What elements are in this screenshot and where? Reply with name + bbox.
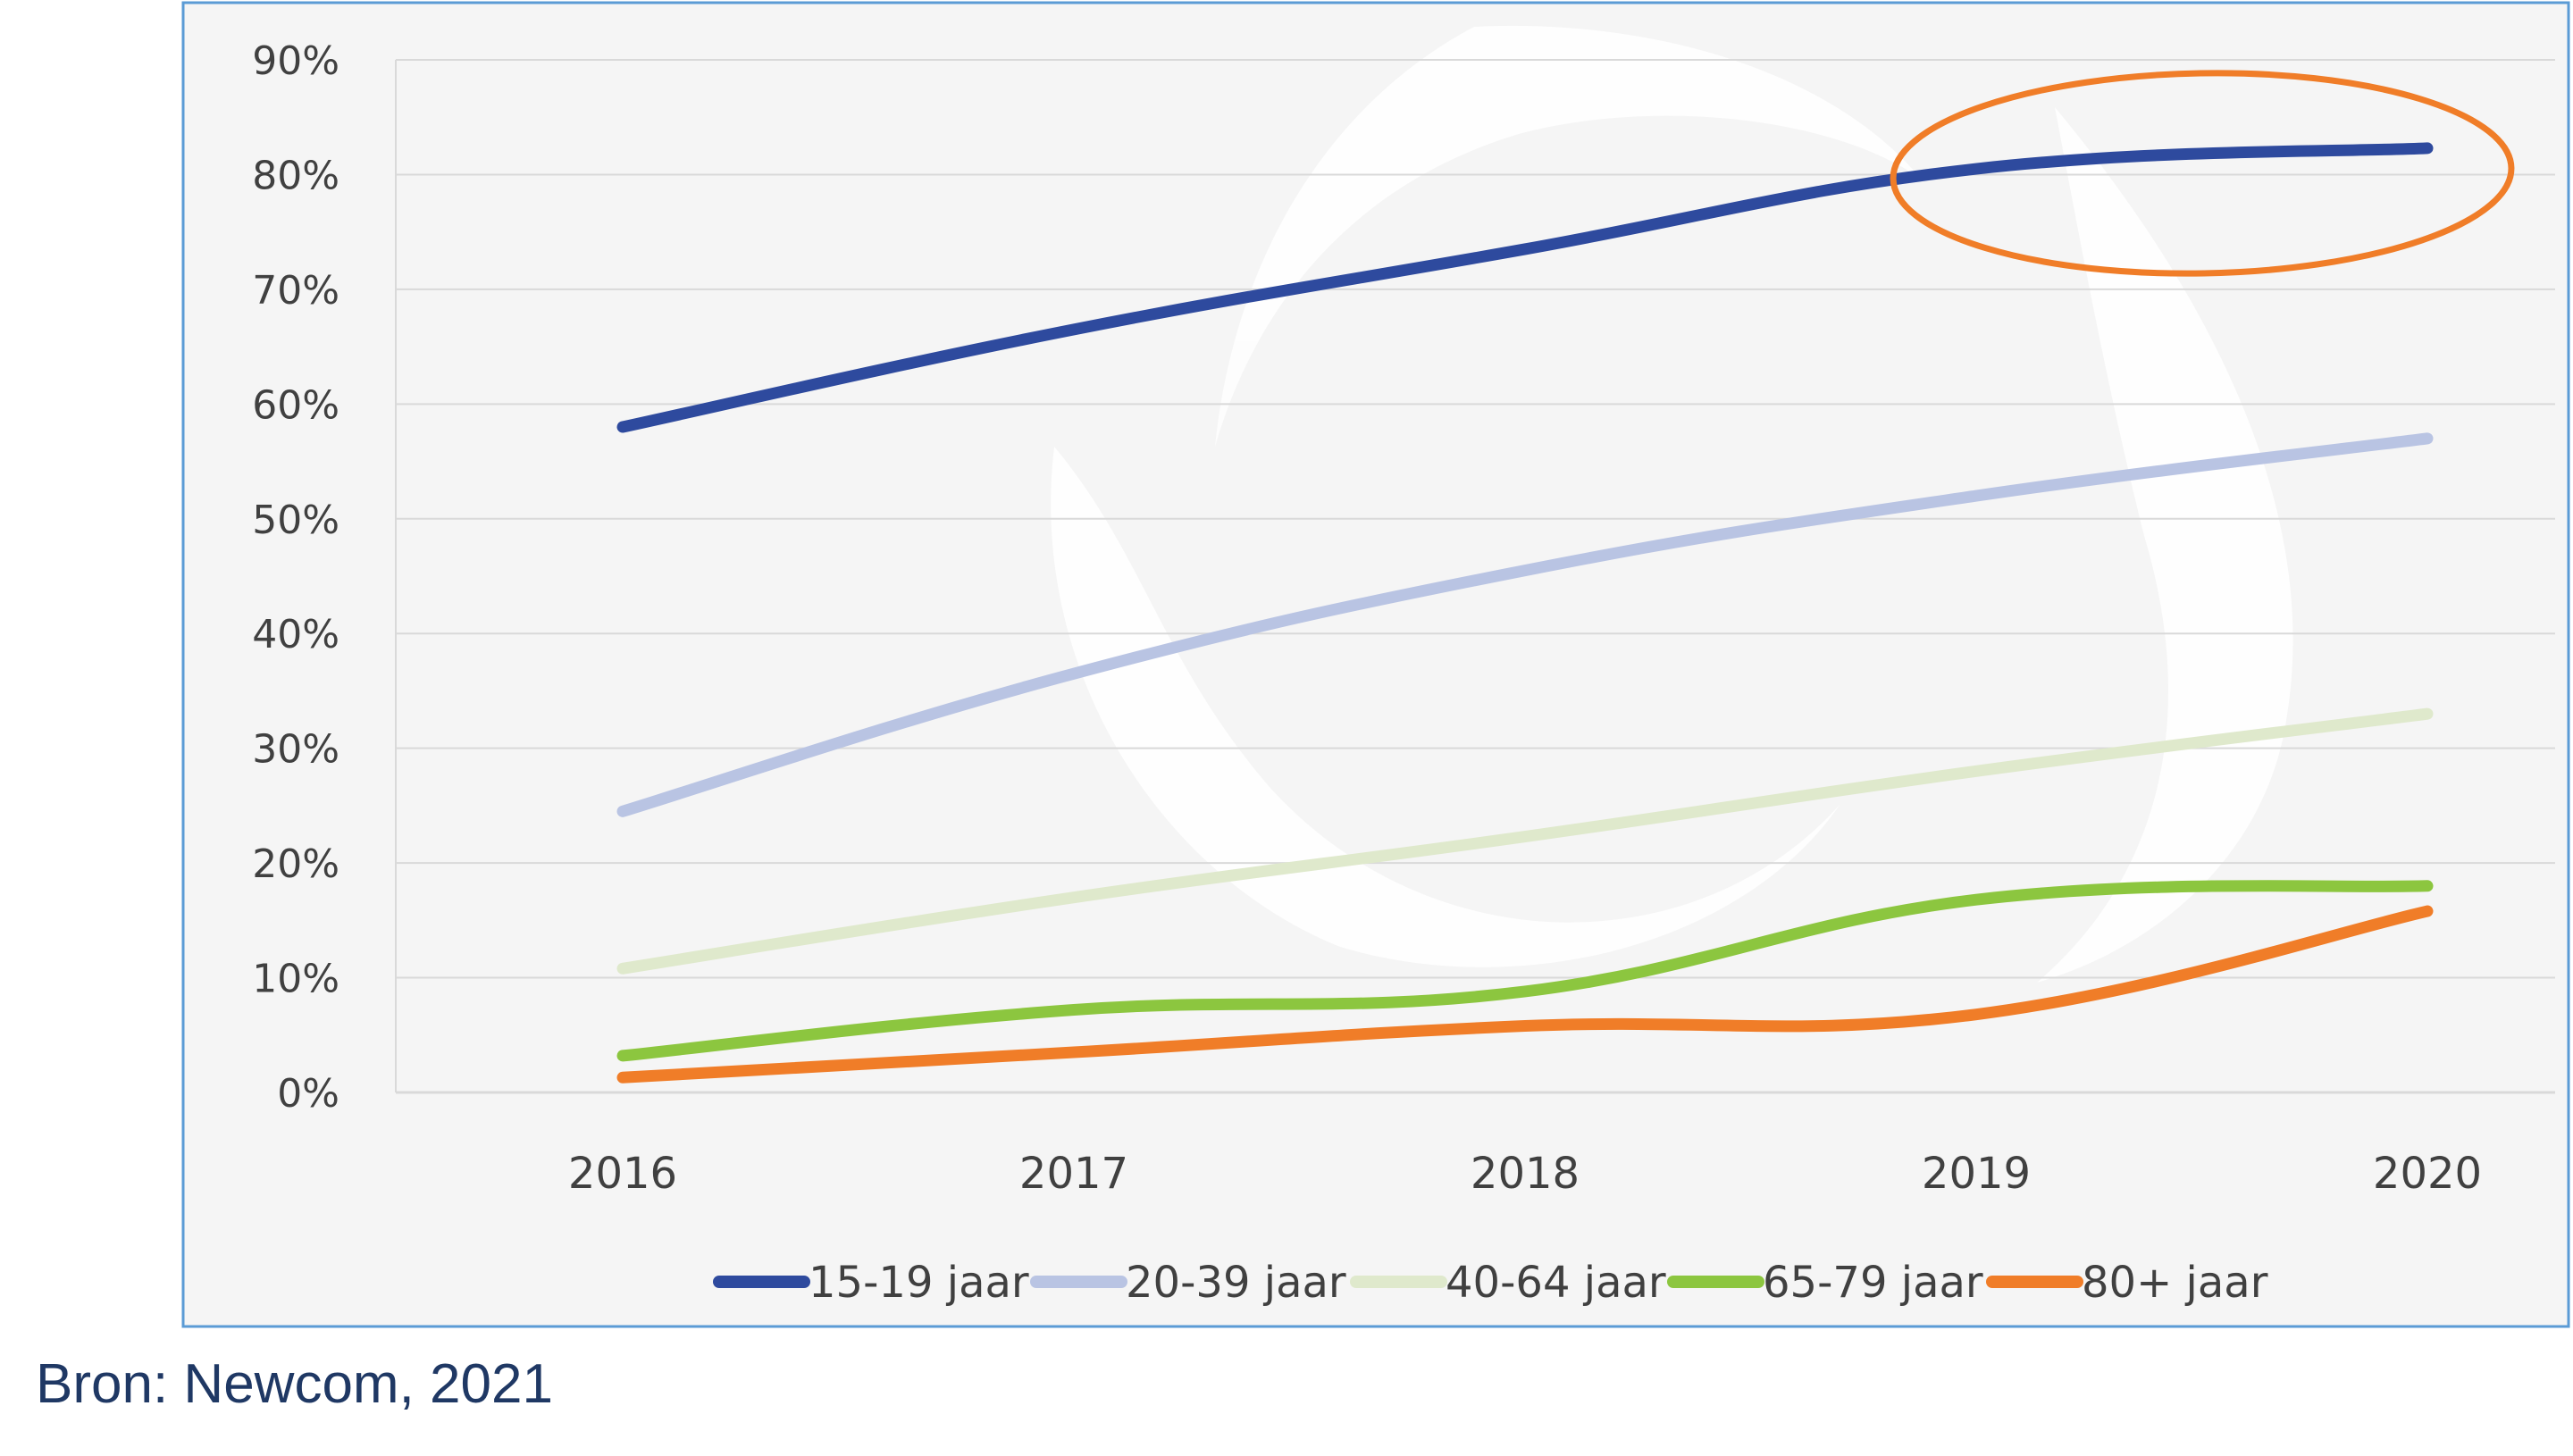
y-tick-label: 0% xyxy=(277,1071,339,1117)
y-tick-label: 40% xyxy=(252,612,339,657)
legend: 15-19 jaar 20-39 jaar 40-64 jaar 65-79 jaar… xyxy=(713,1258,2268,1308)
y-tick-label: 50% xyxy=(252,498,339,543)
x-tick-label: 2019 xyxy=(1922,1149,2031,1199)
y-tick-label: 30% xyxy=(252,727,339,773)
y-axis: 0% 10% 20% 30% 40% 50% 60% 70% 80% 90% xyxy=(252,38,339,1117)
legend-label: 80+ jaar xyxy=(2082,1258,2268,1308)
y-tick-label: 10% xyxy=(252,957,339,1002)
x-tick-label: 2017 xyxy=(1019,1149,1128,1199)
highlight-layer xyxy=(1890,70,2515,277)
series-line-80-jaar xyxy=(616,905,2434,1084)
legend-label: 40-64 jaar xyxy=(1446,1258,1666,1308)
series-line-20-39-jaar xyxy=(616,432,2434,817)
series-line-40-64-jaar xyxy=(616,707,2434,975)
y-tick-label: 90% xyxy=(252,38,339,84)
x-tick-label: 2016 xyxy=(568,1149,677,1199)
legend-label: 15-19 jaar xyxy=(809,1258,1029,1308)
legend-label: 65-79 jaar xyxy=(1763,1258,1983,1308)
y-tick-label: 20% xyxy=(252,841,339,887)
series-layer xyxy=(616,142,2434,1084)
source-note: Bron: Newcom, 2021 xyxy=(36,1353,553,1415)
series-line-15-19-jaar xyxy=(616,142,2434,433)
legend-label: 20-39 jaar xyxy=(1126,1258,1346,1308)
y-tick-label: 70% xyxy=(252,268,339,314)
x-tick-label: 2018 xyxy=(1471,1149,1580,1199)
series-line-65-79-jaar xyxy=(616,880,2434,1062)
x-axis: 2016 2017 2018 2019 2020 xyxy=(568,1149,2482,1199)
highlight-ellipse xyxy=(1890,70,2515,277)
watermark-swirl-icon xyxy=(1051,25,2293,983)
y-tick-label: 80% xyxy=(252,153,339,198)
y-tick-label: 60% xyxy=(252,382,339,428)
x-tick-label: 2020 xyxy=(2373,1149,2482,1199)
